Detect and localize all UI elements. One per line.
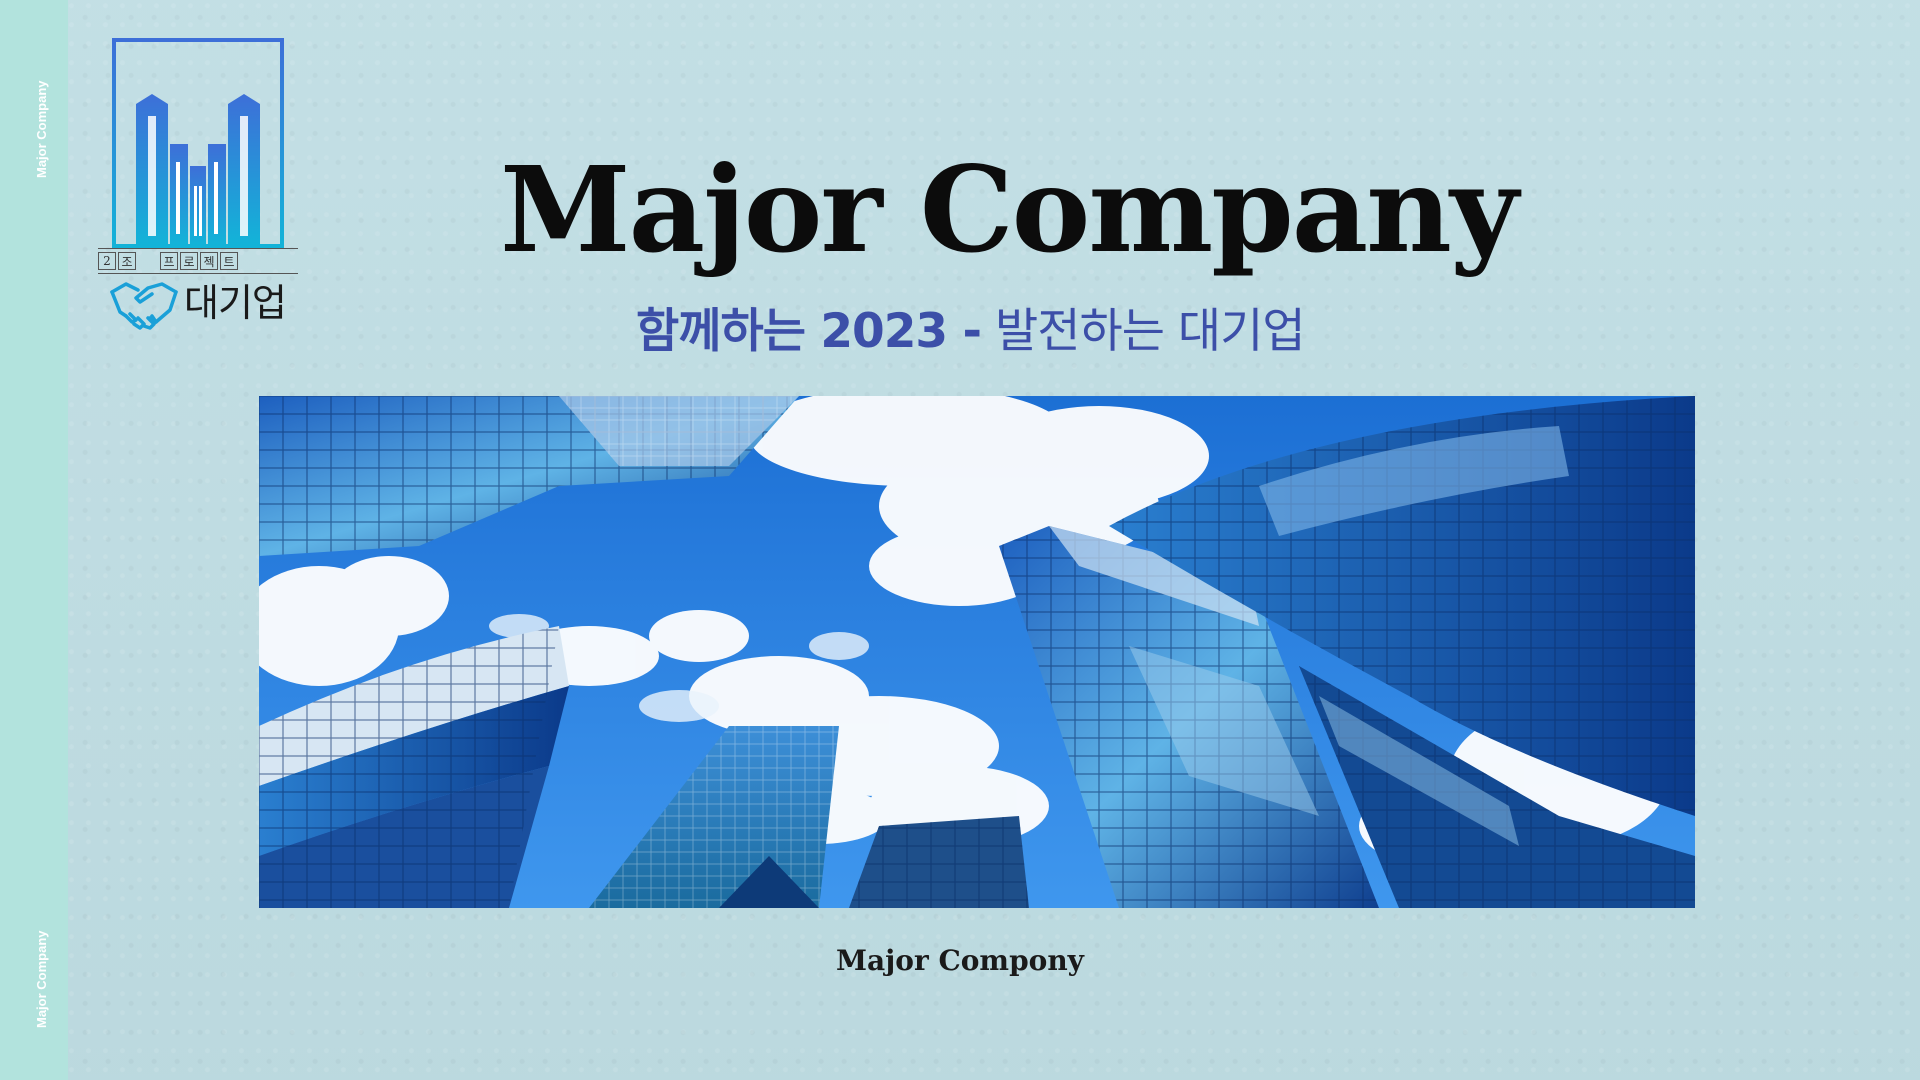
logo-cell: 프 [160, 252, 178, 270]
subtitle-bold: 함께하는 2023 - [636, 304, 982, 359]
company-logo: 2 조 프 로 젝 트 대기업 [98, 36, 298, 330]
left-strip: Major Company Major Company [0, 0, 68, 1080]
subtitle-regular: 발전하는 대기업 [994, 304, 1306, 359]
building-logo-icon [112, 38, 284, 248]
skyscrapers-photo [259, 396, 1695, 908]
logo-cell: 로 [180, 252, 198, 270]
caption: Major Compony [0, 944, 1920, 977]
subtitle: 함께하는 2023 - 발전하는 대기업 [636, 302, 1306, 362]
logo-cell: 조 [118, 252, 136, 270]
logo-cell: 트 [220, 252, 238, 270]
page-title: Major Company [500, 140, 1519, 279]
strip-label-top: Major Company [34, 80, 49, 178]
logo-cell: 젝 [200, 252, 218, 270]
skyscrapers-illustration [259, 396, 1695, 908]
logo-cell: 2 [98, 252, 116, 270]
logo-korean-name: 대기업 [184, 281, 287, 325]
logo-project-row: 2 조 프 로 젝 트 [98, 248, 298, 274]
caption-text: Major Compony [836, 944, 1084, 977]
handshake-icon [110, 282, 178, 330]
